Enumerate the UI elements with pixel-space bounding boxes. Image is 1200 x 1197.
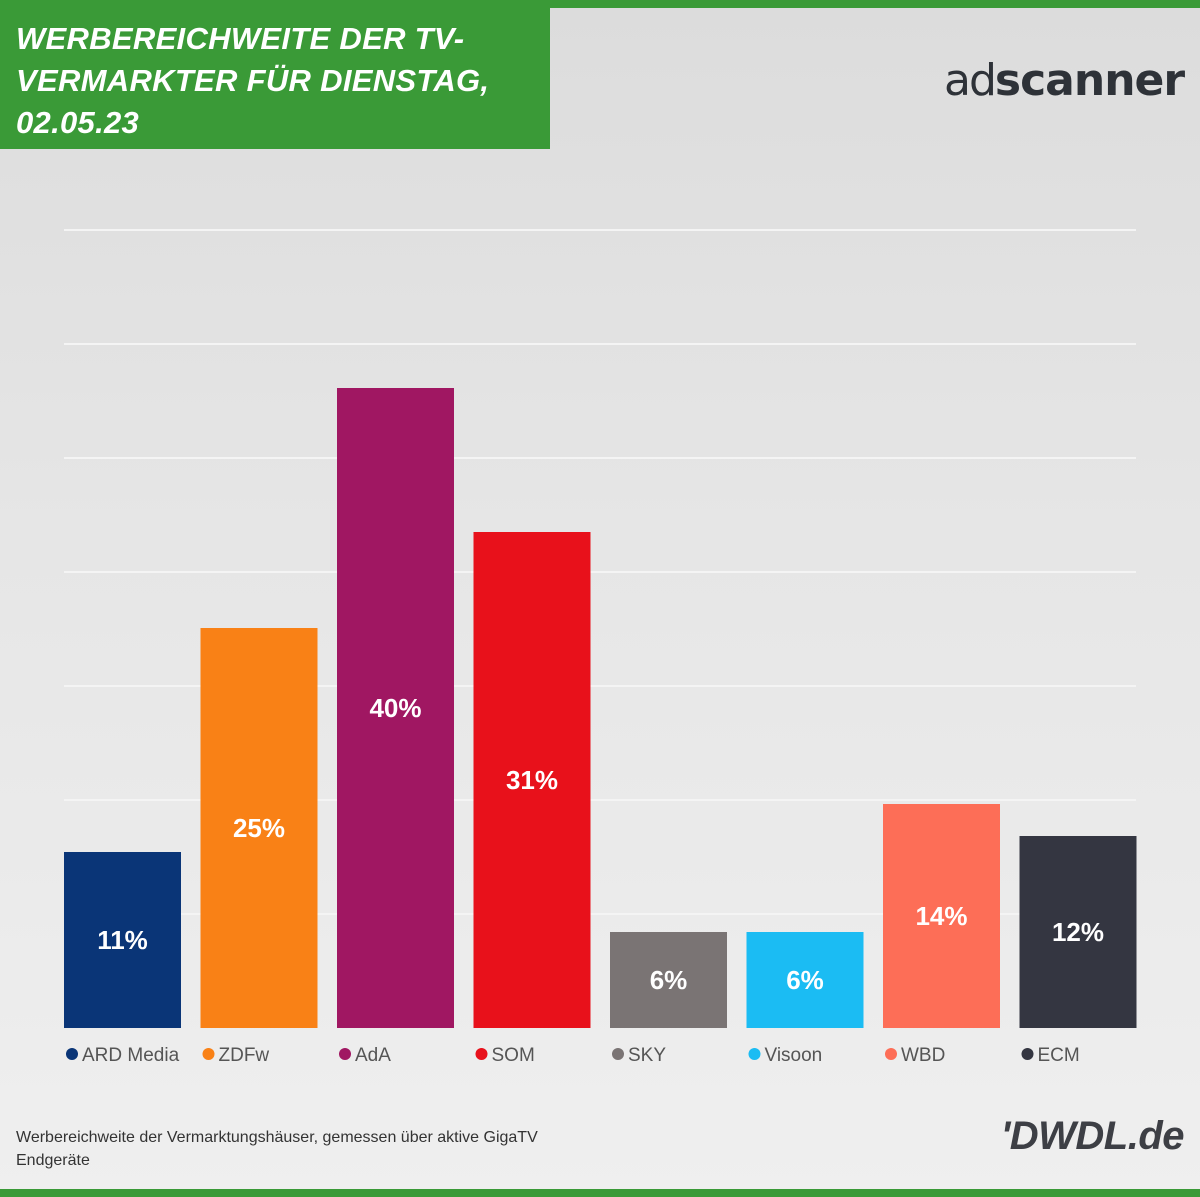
legend-label: ECM: [1038, 1045, 1080, 1066]
bar-ard-media: [64, 852, 181, 1028]
legend-marker: [66, 1048, 78, 1060]
bottom-accent-strip: [0, 1189, 1200, 1197]
legend-label: SKY: [628, 1045, 666, 1066]
bar-ecm: [1019, 836, 1137, 1028]
legend-marker: [1021, 1048, 1034, 1060]
title-banner: WERBEREICHWEITE DER TV-VERMARKTER FÜR DI…: [0, 0, 550, 149]
legend-label: AdA: [355, 1045, 391, 1066]
dwdl-logo: 'DWDL.de: [1000, 1114, 1185, 1158]
gridlines: [64, 229, 1136, 915]
legend-marker: [339, 1048, 351, 1060]
bar-visoon: [746, 932, 864, 1028]
bar-value-label: 6%: [786, 965, 824, 995]
bar-value-label: 25%: [233, 813, 285, 843]
legend-label: ZDFw: [219, 1045, 270, 1066]
top-accent-strip: [0, 0, 1200, 8]
bars: [64, 388, 1137, 1028]
bar-value-label: 40%: [369, 693, 421, 723]
bar-value-labels: 11% 25% 40% 31% 6% 6% 14% 12%: [97, 693, 1104, 995]
bar-value-label: 31%: [506, 765, 558, 795]
legend-marker: [475, 1048, 488, 1060]
bar-zdfw: [200, 628, 318, 1028]
legend-label: Visoon: [765, 1045, 823, 1066]
bar-ada: [337, 388, 454, 1028]
bar-value-label: 11%: [97, 925, 148, 955]
legend: ARD Media ZDFw AdA SOM SKY Visoon WBD ECM: [66, 1045, 1080, 1066]
legend-label: ARD Media: [82, 1045, 180, 1066]
adscanner-logo: adscanner: [944, 55, 1185, 106]
chart-title: WERBEREICHWEITE DER TV-VERMARKTER FÜR DI…: [16, 21, 490, 140]
legend-label: WBD: [901, 1045, 945, 1066]
legend-marker: [885, 1048, 897, 1060]
bar-value-label: 6%: [650, 965, 688, 995]
adscanner-logo-ad: ad: [944, 55, 997, 106]
legend-marker: [748, 1048, 761, 1060]
bar-value-label: 14%: [915, 901, 967, 931]
legend-marker: [612, 1048, 624, 1060]
footnote: Werbereichweite der Vermarktungshäuser, …: [16, 1129, 538, 1169]
bar-wbd: [883, 804, 1000, 1028]
legend-marker: [202, 1048, 215, 1060]
adscanner-logo-scanner: scanner: [994, 55, 1185, 106]
bar-sky: [610, 932, 727, 1028]
legend-label: SOM: [492, 1045, 535, 1066]
bar-value-label: 12%: [1052, 917, 1104, 947]
bar-som: [473, 532, 591, 1028]
